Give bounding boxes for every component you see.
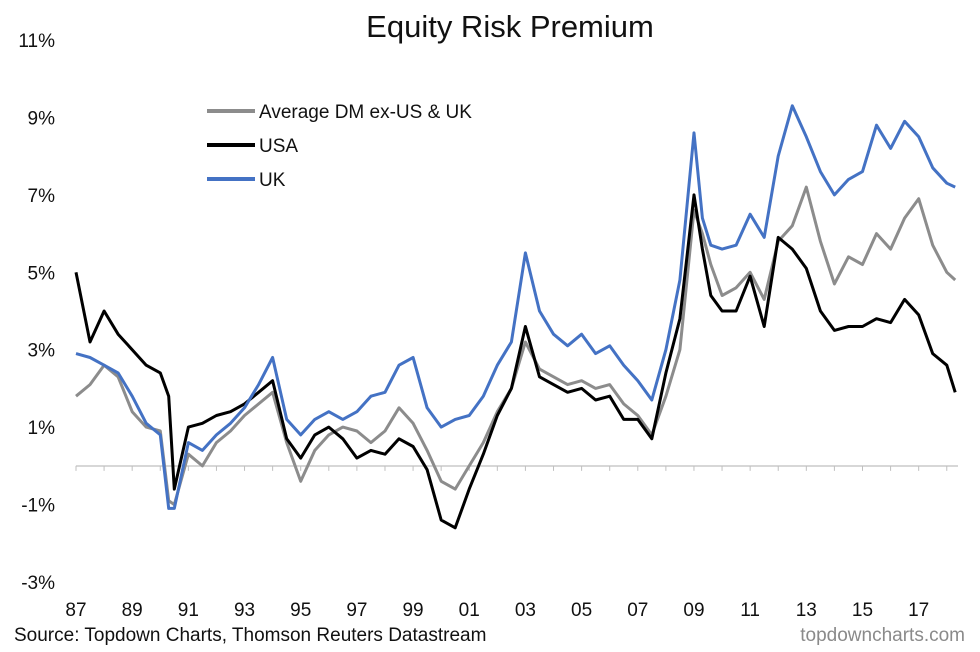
x-tick-label: 91 (178, 600, 199, 621)
x-tick-label: 07 (627, 600, 648, 621)
series-line-average-dm-ex-us-uk (75, 185, 957, 507)
legend: Average DM ex-US & UK USA UK (207, 102, 472, 191)
legend-label: Average DM ex-US & UK (259, 102, 472, 123)
y-axis-ticks: 11% 9% 7% 5% 3% 1% -1% -3% (18, 31, 55, 594)
x-tick-label: 01 (459, 600, 480, 621)
y-tick-label: 9% (28, 108, 56, 129)
y-tick-label: 11% (18, 31, 55, 52)
x-tick-label: 15 (852, 600, 873, 621)
y-tick-label: 7% (28, 186, 56, 207)
x-tick-label: 11 (740, 600, 760, 621)
series-line-uk (75, 104, 956, 510)
chart-title: Equity Risk Premium (366, 9, 654, 44)
x-tick-label: 97 (346, 600, 367, 621)
x-tick-label: 09 (683, 600, 704, 621)
brand-watermark: topdowncharts.com (800, 625, 965, 646)
x-tick-label: 03 (515, 600, 536, 621)
y-tick-label: 5% (28, 263, 56, 284)
x-axis-ticks: 87 89 91 93 95 97 99 01 03 05 07 09 11 13 15 17 (65, 600, 929, 621)
x-tick-label: 99 (402, 600, 423, 621)
legend-label: UK (259, 170, 286, 191)
x-tick-label: 13 (796, 600, 817, 621)
series-line-usa (74, 193, 957, 530)
x-tick-label: 89 (122, 600, 143, 621)
x-axis-tick-marks (75, 465, 948, 471)
y-tick-label: 3% (28, 341, 56, 362)
x-tick-label: 87 (65, 600, 86, 621)
x-tick-label: 93 (234, 600, 255, 621)
legend-label: USA (259, 136, 298, 157)
series-lines (74, 104, 957, 530)
x-tick-label: 95 (290, 600, 311, 621)
y-tick-label: -3% (21, 573, 55, 594)
y-tick-label: -1% (21, 496, 55, 517)
source-note: Source: Topdown Charts, Thomson Reuters … (14, 625, 486, 646)
x-tick-label: 17 (908, 600, 929, 621)
x-tick-label: 05 (571, 600, 592, 621)
y-tick-label: 1% (28, 418, 56, 439)
